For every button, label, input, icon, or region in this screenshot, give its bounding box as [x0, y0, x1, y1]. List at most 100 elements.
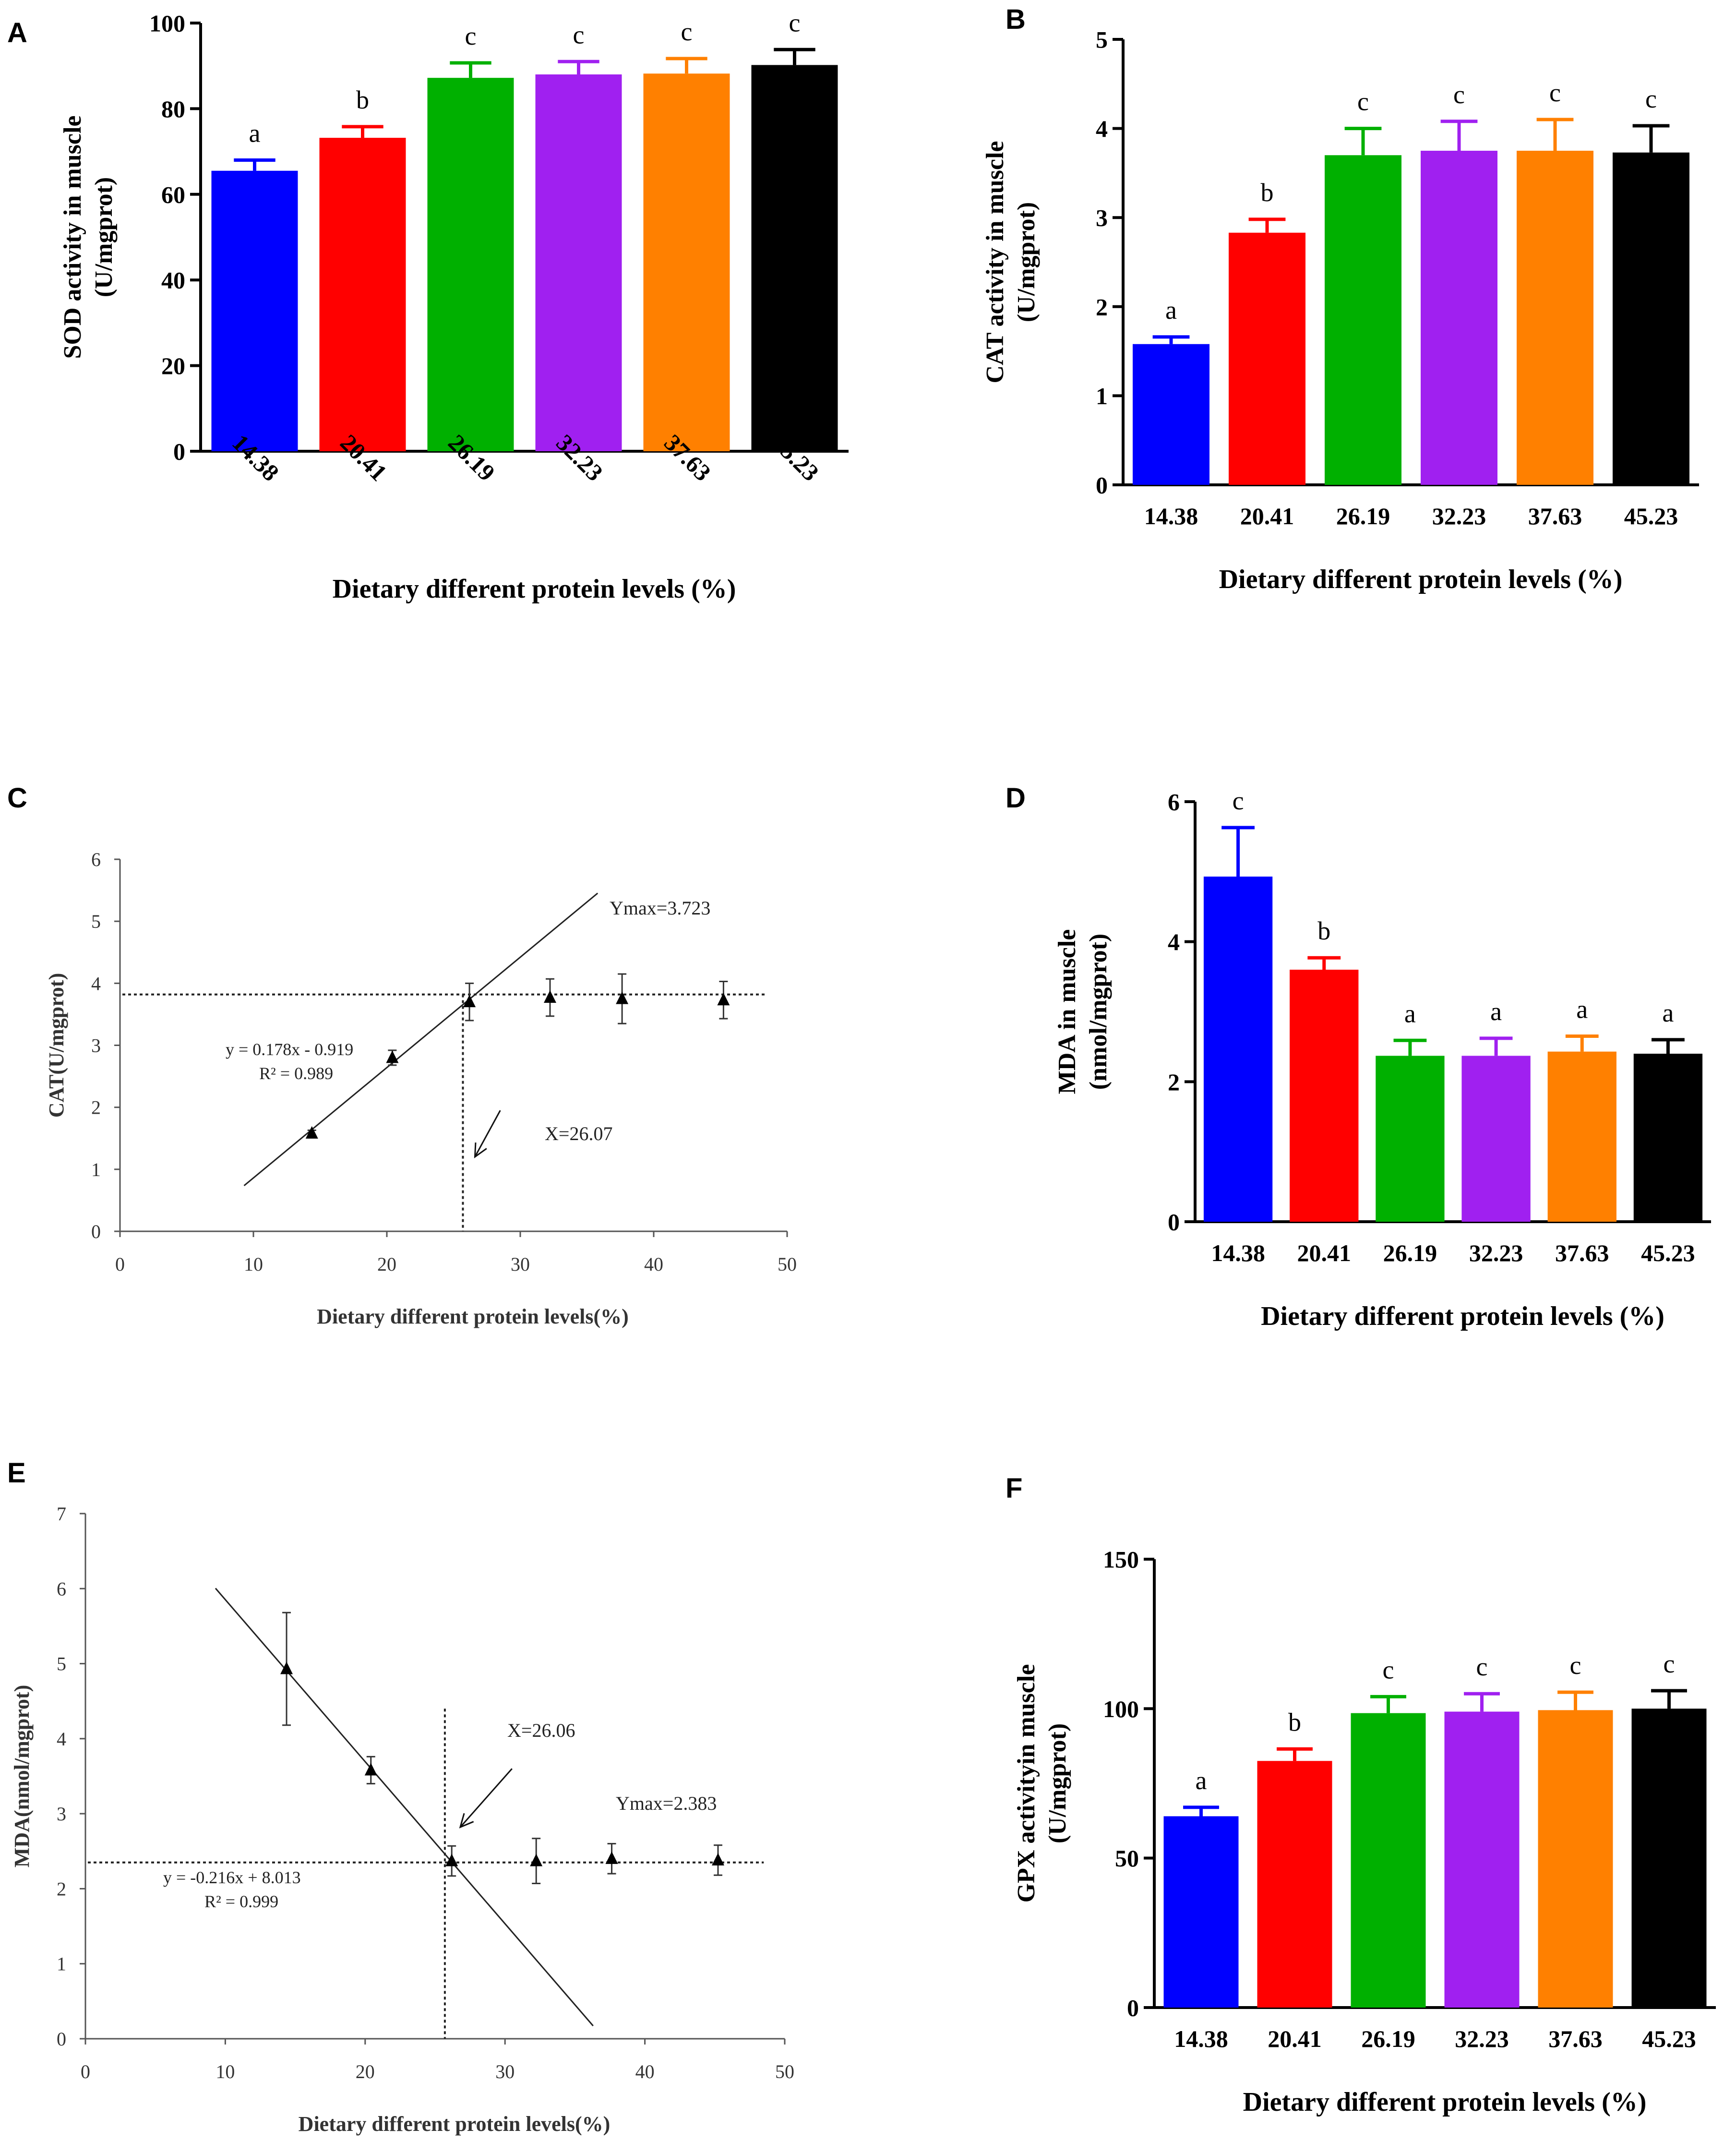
data-point-triangle: [305, 1126, 318, 1139]
x-tick-label: 20.41: [1297, 1239, 1352, 1266]
x-tick-label: 37.63: [1548, 2025, 1603, 2052]
x-axis-title: Dietary different protein levels (%): [333, 574, 736, 604]
bar: [1376, 1056, 1445, 1222]
arrow-shaft: [474, 1110, 501, 1157]
significance-letter: c: [1549, 78, 1561, 107]
ymax-annotation: Ymax=3.723: [610, 897, 710, 919]
bar: [1547, 1051, 1616, 1222]
bar: [1613, 152, 1689, 485]
y-tick-label: 3: [1096, 204, 1108, 231]
y-tick-label: 100: [149, 10, 185, 37]
significance-letter: c: [465, 22, 477, 50]
significance-letter: b: [1261, 178, 1274, 207]
significance-letter: c: [1476, 1652, 1488, 1681]
bar: [1631, 1708, 1707, 2008]
panel-label-c: C: [7, 782, 27, 814]
x-axis-title: Dietary different protein levels(%): [299, 2112, 611, 2136]
regression-line: [243, 892, 599, 1187]
x-axis-title: Dietary different protein levels (%): [1219, 565, 1623, 594]
data-point-triangle: [280, 1661, 293, 1674]
y-tick-label: 60: [161, 181, 185, 208]
significance-letter: c: [1383, 1655, 1394, 1684]
significance-letter: b: [1317, 916, 1330, 945]
y-tick-label: 0: [1127, 1995, 1139, 2021]
data-point-triangle: [543, 990, 556, 1003]
data-point-triangle: [605, 1851, 618, 1864]
x-tick-label: 20: [377, 1253, 396, 1275]
ymax-annotation: Ymax=2.383: [616, 1792, 717, 1814]
x-tick-label: 37.63: [1528, 503, 1582, 529]
regression-equation: y = 0.178x - 0.919: [226, 1040, 353, 1059]
y-tick-label: 2: [1096, 293, 1108, 320]
bar: [427, 78, 514, 451]
panel-label-d: D: [1006, 782, 1026, 814]
significance-letter: c: [1664, 1649, 1675, 1678]
y-tick-label: 5: [57, 1653, 66, 1675]
panel-d-mda-chart: D 0 2 4 6 c 14.38 b 20.41 a 26.19 a 32.23 a 37.63 a 45.…: [1006, 782, 1711, 1331]
x-tick-label: 14.38: [1174, 2025, 1228, 2052]
data-point-triangle: [445, 1853, 458, 1866]
y-axis-title: CAT activity in muscle: [982, 141, 1009, 383]
y-tick-label: 50: [1115, 1845, 1139, 1872]
x-tick-label: 30: [511, 1253, 530, 1275]
bar: [1203, 877, 1273, 1222]
arrow-head: [459, 1813, 474, 1828]
r-squared-label: R² = 0.989: [259, 1064, 333, 1083]
y-tick-label: 150: [1103, 1546, 1139, 1573]
y-tick-label: 1: [1096, 383, 1108, 409]
x-tick-label: 10: [216, 2061, 235, 2082]
bar: [751, 65, 838, 451]
y-tick-label: 2: [1168, 1069, 1180, 1095]
x-tick-label: 26.19: [1383, 1239, 1437, 1266]
panel-label-e: E: [7, 1457, 26, 1489]
y-tick-label: 100: [1103, 1696, 1139, 1722]
regression-equation: y = -0.216x + 8.013: [163, 1868, 301, 1887]
x-tick-label: 40: [635, 2061, 655, 2082]
bar: [1421, 151, 1497, 485]
y-tick-label: 5: [1096, 26, 1108, 53]
y-axis-unit: (U/mgprot): [1013, 202, 1040, 322]
x-tick-label: 45.23: [1624, 503, 1678, 529]
arrow-head: [474, 1142, 487, 1159]
significance-letter: a: [1662, 998, 1674, 1027]
y-tick-label: 4: [57, 1728, 66, 1750]
x-tick-label: 32.23: [1432, 503, 1486, 529]
data-point-triangle: [717, 993, 730, 1006]
bar: [1538, 1710, 1613, 2008]
significance-letter: a: [1490, 997, 1502, 1026]
bar: [643, 73, 730, 452]
bar: [1633, 1054, 1703, 1222]
x-axis-title: Dietary different protein levels (%): [1243, 2087, 1647, 2117]
y-axis-title: MDA in muscle: [1054, 929, 1081, 1095]
bar: [1444, 1711, 1520, 2008]
y-tick-label: 2: [57, 1878, 66, 1900]
y-tick-label: 0: [57, 2028, 66, 2050]
bar: [1290, 970, 1359, 1222]
panel-b-cat-chart: B 0 1 2 3 4 5 a 14.38 b 20.41 c 26.19 c 32.23 c 37.63 c 4…: [982, 4, 1699, 594]
panel-e-mda-regression: E 0 1 2 3 4 5 6 7 0 10 20 30 40 50 y = -0.216x + 8.013…: [7, 1457, 794, 2136]
x-tick-label: 26.19: [1361, 2025, 1415, 2052]
data-point-triangle: [616, 991, 629, 1004]
bar: [1229, 232, 1305, 485]
r-squared-label: R² = 0.999: [204, 1892, 278, 1911]
significance-letter: b: [356, 85, 369, 114]
y-tick-label: 80: [161, 96, 185, 122]
x-tick-label: 30: [495, 2061, 515, 2082]
bar: [319, 138, 406, 451]
y-axis-title: MDA(nmol/mgprot): [10, 1685, 34, 1867]
x-tick-label: 37.63: [1555, 1239, 1609, 1266]
panel-f-gpx-chart: F 0 50 100 150 a 14.38 b 20.41 c 26.19 c 32.23 c 37.6…: [1006, 1473, 1716, 2117]
bar: [1517, 151, 1593, 485]
bar: [1163, 1816, 1239, 2008]
y-tick-label: 2: [91, 1097, 101, 1119]
x-tick-label: 32.23: [1469, 1239, 1523, 1266]
bar: [211, 170, 298, 451]
y-tick-label: 5: [91, 911, 101, 932]
y-axis-title: SOD activity in muscle: [59, 116, 86, 359]
x-tick-label: 14.38: [1211, 1239, 1265, 1266]
significance-letter: c: [1645, 84, 1657, 113]
y-axis-title: CAT(U/mgprot): [45, 973, 68, 1118]
significance-letter: a: [249, 119, 261, 147]
panel-label-a: A: [7, 17, 27, 48]
